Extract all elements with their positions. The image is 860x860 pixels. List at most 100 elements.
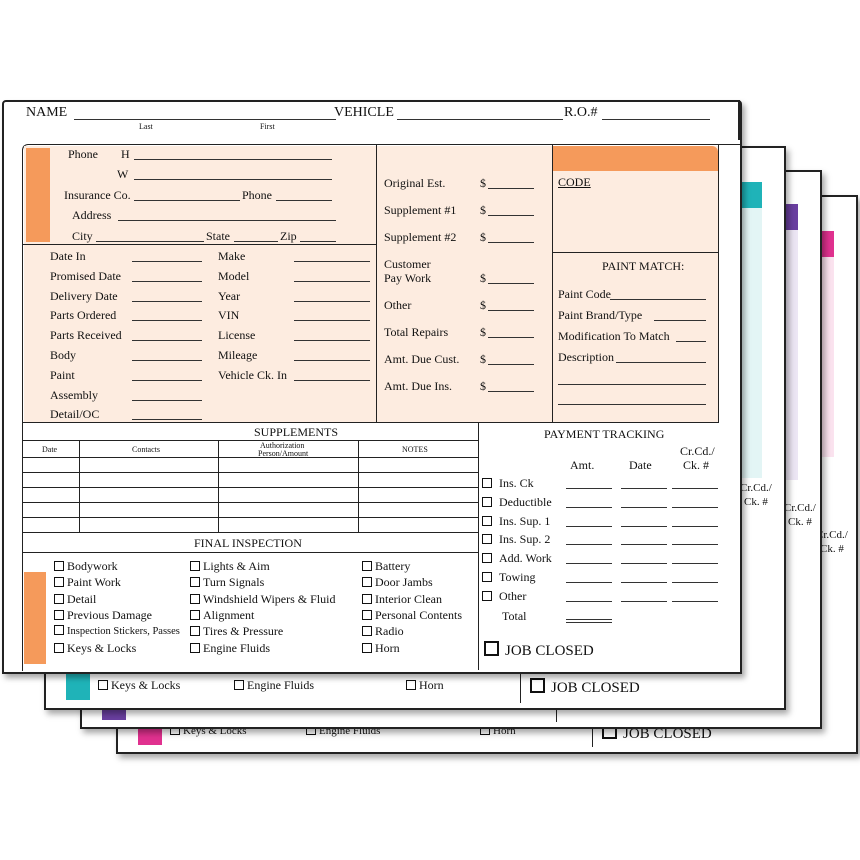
- estimate-item-label: Amt. Due Ins.: [384, 379, 452, 393]
- dollar-sign: $: [480, 203, 486, 217]
- inspection-checkbox[interactable]: [54, 561, 64, 571]
- inspection-item-label: Horn: [375, 640, 400, 655]
- inspection-checkbox[interactable]: [54, 609, 64, 620]
- inspection-checkbox[interactable]: [362, 593, 372, 604]
- payment-checkbox[interactable]: [482, 553, 492, 564]
- inspection-item[interactable]: Paint Work: [54, 576, 121, 589]
- inspection-item-label: Radio: [375, 624, 404, 639]
- paint-match-field-label: Paint Brand/Type: [558, 308, 643, 322]
- payment-row[interactable]: Other: [482, 589, 526, 603]
- estimate-item-label: Total Repairs: [384, 325, 449, 339]
- inspection-item-label: Personal Contents: [375, 607, 462, 622]
- inspection-item[interactable]: Tires & Pressure: [190, 625, 283, 638]
- inspection-checkbox[interactable]: [54, 593, 64, 604]
- inspection-checkbox[interactable]: [362, 642, 372, 653]
- payment-row[interactable]: Ins. Sup. 1: [482, 513, 551, 528]
- vehicle-field-label: VIN: [218, 308, 240, 323]
- inspection-checkbox[interactable]: [190, 609, 200, 620]
- inspection-item[interactable]: Windshield Wipers & Fluid: [190, 591, 336, 606]
- payment-total-label: Total: [502, 609, 527, 623]
- customer-label: Customer: [384, 257, 431, 271]
- supp-col-auth2: Person/Amount: [258, 449, 309, 458]
- estimate-item-label: Pay Work: [384, 271, 432, 285]
- inspection-item-label: Tires & Pressure: [203, 624, 284, 639]
- inspection-item[interactable]: Alignment: [190, 607, 255, 622]
- inspection-item[interactable]: Interior Clean: [362, 592, 442, 606]
- inspection-checkbox[interactable]: [190, 593, 200, 604]
- inspection-item-label: Turn Signals: [203, 575, 265, 590]
- magenta-tab-pink-panel: [820, 257, 834, 457]
- inspection-checkbox[interactable]: [190, 577, 200, 588]
- payment-row[interactable]: Ins. Ck: [482, 477, 534, 490]
- phone-label: Phone: [68, 147, 98, 161]
- inspection-item[interactable]: Horn: [362, 640, 400, 655]
- inspection-item-label: Door Jambs: [375, 575, 433, 590]
- payment-row[interactable]: Add. Work: [482, 552, 552, 565]
- payment-ck-header: Ck. #: [683, 458, 710, 472]
- inspection-checkbox[interactable]: [190, 561, 200, 571]
- inspection-item[interactable]: Detail: [54, 592, 96, 606]
- date-field-label: Parts Ordered: [50, 308, 117, 323]
- inspection-item-label: Previous Damage: [67, 607, 152, 622]
- payment-row[interactable]: Ins. Sup. 2: [482, 533, 550, 546]
- inspection-checkbox[interactable]: [190, 642, 200, 653]
- vehicle-field-label: Model: [218, 268, 250, 283]
- job-closed-label[interactable]: JOB CLOSED: [484, 641, 594, 659]
- estimate-item-label: Other: [384, 298, 412, 312]
- vehicle-field-label: License: [218, 328, 256, 343]
- payment-checkbox[interactable]: [482, 515, 492, 526]
- front-folder: NAME Last First VEHICLE R.O.# Phone H W …: [2, 100, 742, 674]
- teal-tab-panel: [740, 208, 762, 478]
- inspection-item[interactable]: Personal Contents: [362, 607, 462, 622]
- inspection-item-label: Alignment: [203, 607, 255, 622]
- payment-amt-header: Amt.: [570, 458, 595, 472]
- payment-row-label: Deductible: [499, 494, 552, 509]
- payment-checkbox[interactable]: [482, 534, 492, 545]
- inspection-checkbox[interactable]: [362, 561, 372, 571]
- payment-checkbox[interactable]: [482, 590, 492, 601]
- inspection-item[interactable]: Radio: [362, 625, 404, 638]
- payment-row-label: Towing: [499, 570, 536, 584]
- inspection-item[interactable]: Door Jambs: [362, 576, 433, 589]
- vehicle-field-label: Year: [218, 288, 241, 303]
- inspection-checkbox[interactable]: [362, 626, 372, 637]
- insurance-phone-label: Phone: [242, 188, 272, 202]
- job-closed-checkbox[interactable]: [484, 641, 499, 656]
- inspection-item[interactable]: Lights & Aim: [190, 560, 270, 573]
- state-label: State: [206, 229, 230, 243]
- payment-row[interactable]: Deductible: [482, 494, 552, 509]
- payment-checkbox[interactable]: [482, 496, 492, 507]
- inspection-item[interactable]: Previous Damage: [54, 607, 152, 622]
- inspection-checkbox[interactable]: [54, 625, 64, 636]
- inspection-item[interactable]: Turn Signals: [190, 576, 264, 589]
- inspection-checkbox[interactable]: [190, 626, 200, 637]
- inspection-item[interactable]: Keys & Locks: [54, 641, 136, 655]
- date-field-label: Delivery Date: [50, 288, 118, 303]
- paint-match-field-label: Modification To Match: [558, 329, 670, 343]
- inspection-item[interactable]: Battery: [362, 560, 410, 573]
- payment-checkbox[interactable]: [482, 478, 492, 488]
- form-body: [22, 144, 741, 671]
- insurance-label: Insurance Co.: [64, 188, 131, 202]
- last-label: Last: [139, 122, 153, 131]
- inspection-checkbox[interactable]: [362, 609, 372, 620]
- inspection-item[interactable]: Bodywork: [54, 560, 118, 573]
- magenta-ck-partial: Ck. #: [820, 543, 844, 555]
- inspection-item[interactable]: Inspection Stickers, Passes: [54, 625, 180, 638]
- inspection-item-label: Windshield Wipers & Fluid: [203, 591, 336, 606]
- payment-row-label: Ins. Sup. 1: [499, 513, 551, 528]
- inspection-checkbox[interactable]: [54, 577, 64, 588]
- dollar-sign: $: [480, 230, 486, 244]
- purple-crcd-partial: Cr.Cd./: [784, 502, 816, 514]
- inspection-item[interactable]: Engine Fluids: [190, 641, 270, 655]
- zip-label: Zip: [280, 229, 297, 243]
- payment-row[interactable]: Towing: [482, 571, 536, 584]
- estimate-item-label: Amt. Due Cust.: [384, 352, 460, 366]
- date-field-label: Detail/OC: [50, 407, 100, 422]
- payment-checkbox[interactable]: [482, 572, 492, 582]
- inspection-checkbox[interactable]: [54, 642, 64, 653]
- paint-match-field-label: Paint Code: [558, 287, 611, 301]
- inspection-checkbox[interactable]: [362, 577, 372, 588]
- teal-keys-label: Keys & Locks: [98, 679, 180, 692]
- estimate-item-label: Supplement #1: [384, 203, 457, 217]
